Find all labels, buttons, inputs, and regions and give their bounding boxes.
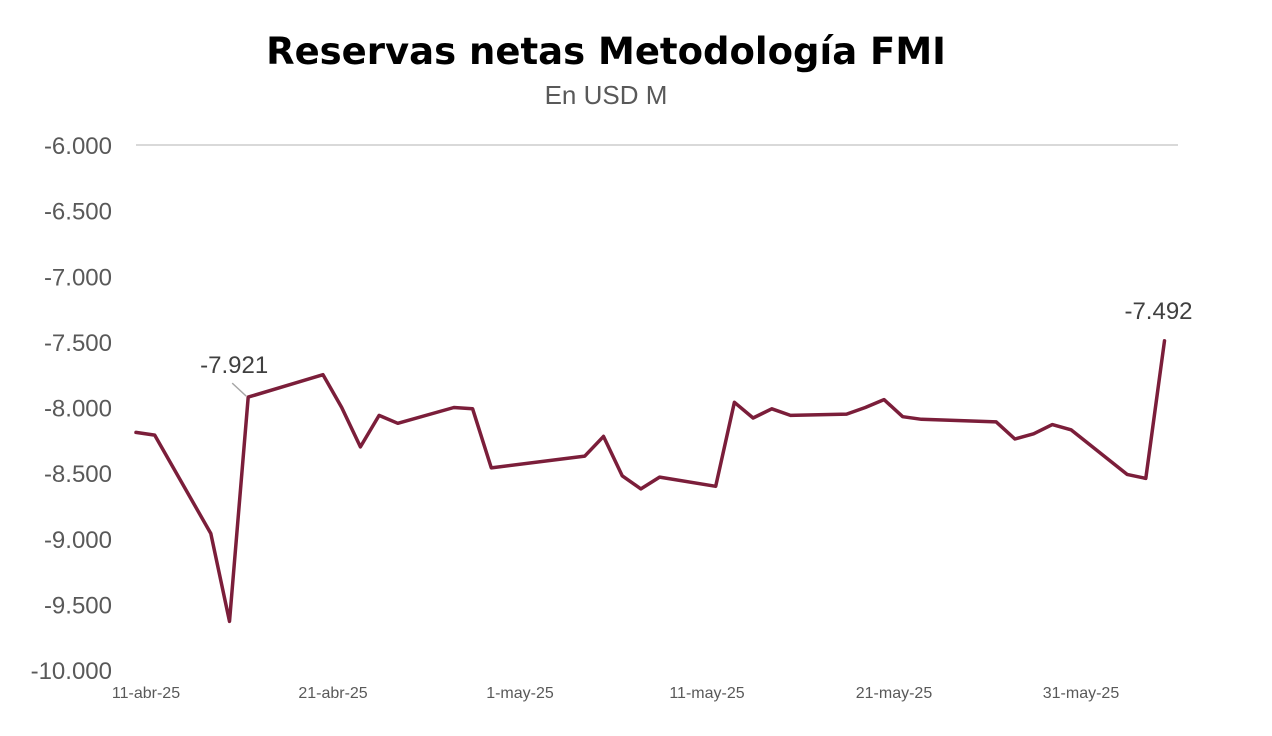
x-tick-label: 1-may-25: [486, 685, 554, 702]
y-tick-label: -8.000: [44, 396, 112, 423]
y-tick-label: -7.500: [44, 330, 112, 357]
data-label: -7.492: [1124, 298, 1192, 325]
chart-title: Reservas netas Metodología FMI: [266, 30, 946, 73]
x-tick-label: 21-may-25: [856, 685, 933, 702]
y-tick-label: -6.500: [44, 199, 112, 226]
y-tick-label: -9.000: [44, 527, 112, 554]
series-line: [134, 339, 1167, 624]
y-tick-label: -8.500: [44, 461, 112, 488]
y-tick-label: -10.000: [31, 658, 112, 685]
data-label: -7.921: [200, 352, 268, 379]
x-tick-label: 21-abr-25: [298, 685, 367, 702]
x-tick-label: 11-may-25: [669, 685, 744, 702]
y-tick-label: -6.000: [44, 133, 112, 160]
x-tick-label: 31-may-25: [1043, 685, 1120, 702]
y-tick-label: -7.000: [44, 264, 112, 291]
y-tick-label: -9.500: [44, 592, 112, 619]
x-tick-label: 11-abr-25: [112, 685, 180, 702]
chart-subtitle: En USD M: [544, 80, 668, 110]
annotation-leader: [231, 382, 247, 397]
